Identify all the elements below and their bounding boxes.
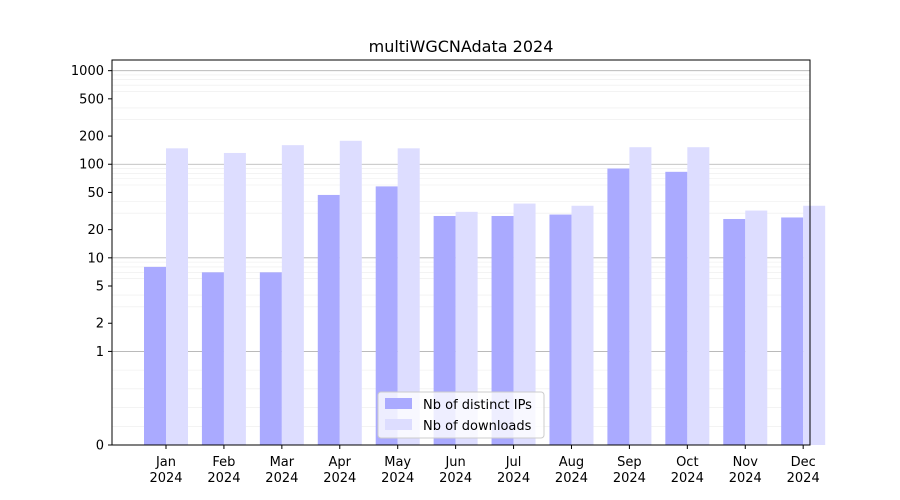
plot-frame — [111, 59, 811, 446]
legend-label: Nb of distinct IPs — [423, 398, 532, 413]
legend-swatch — [385, 419, 412, 430]
legend-label: Nb of downloads — [423, 419, 532, 434]
y-axis: 0 1 2 5 10 20 50 100 200 500 1000 — [71, 64, 112, 454]
x-tick-label-year: 2024 — [671, 471, 704, 486]
bar-distinct-ips — [259, 272, 282, 445]
bar-downloads — [513, 203, 536, 445]
y-tick-label: 100 — [79, 158, 104, 173]
x-tick-label-month: Dec — [791, 455, 816, 470]
bar-downloads — [397, 148, 420, 446]
y-tick-label: 2 — [96, 317, 104, 332]
bar-distinct-ips — [665, 171, 688, 445]
x-tick-label-month: Mar — [270, 455, 295, 470]
y-tick-label: 200 — [79, 130, 104, 145]
x-tick-label-month: Oct — [676, 455, 698, 470]
bar-downloads — [745, 210, 768, 445]
bar-distinct-ips — [144, 266, 166, 445]
bar-downloads — [339, 140, 362, 445]
bar-distinct-ips — [491, 215, 514, 445]
bar-downloads — [687, 147, 710, 445]
bars — [144, 140, 826, 446]
x-tick-label-year: 2024 — [613, 471, 646, 486]
y-tick-label: 0 — [96, 439, 104, 454]
x-tick-label-month: Aug — [559, 455, 584, 470]
legend: Nb of distinct IPs Nb of downloads — [377, 391, 545, 439]
bar-downloads — [281, 145, 304, 445]
bar-downloads — [223, 152, 246, 445]
legend-box — [377, 391, 545, 439]
bar-downloads — [166, 148, 188, 446]
x-tick-label-year: 2024 — [555, 471, 588, 486]
bar-distinct-ips — [723, 218, 746, 445]
x-tick-label-month: Nov — [733, 455, 759, 470]
x-tick-label-year: 2024 — [207, 471, 240, 486]
y-tick-label: 10 — [87, 251, 104, 266]
legend-swatch — [385, 398, 412, 409]
x-tick-label-month: Jun — [444, 455, 465, 470]
x-tick-label-year: 2024 — [265, 471, 298, 486]
bar-distinct-ips — [781, 217, 804, 445]
bar-downloads — [803, 205, 826, 445]
bar-distinct-ips — [433, 215, 456, 445]
x-axis: Jan2024Feb2024Mar2024Apr2024May2024Jun20… — [149, 445, 820, 486]
y-tick-label: 5 — [96, 280, 104, 295]
bar-distinct-ips — [201, 272, 224, 445]
bar-distinct-ips — [549, 214, 572, 445]
bar-downloads — [629, 147, 652, 445]
x-tick-label-year: 2024 — [323, 471, 356, 486]
bar-downloads — [571, 205, 594, 445]
bar-distinct-ips — [375, 186, 398, 445]
x-tick-label-year: 2024 — [149, 471, 182, 486]
y-tick-label: 1 — [96, 345, 104, 360]
y-tick-label: 20 — [87, 223, 104, 238]
x-tick-label-year: 2024 — [439, 471, 472, 486]
x-tick-label-month: Jan — [155, 455, 176, 470]
chart-title: multiWGCNAdata 2024 — [369, 37, 554, 56]
y-tick-label: 50 — [87, 186, 104, 201]
x-tick-label-month: Sep — [617, 455, 642, 470]
x-tick-label-year: 2024 — [787, 471, 820, 486]
y-tick-label: 1000 — [71, 64, 104, 79]
x-tick-label-year: 2024 — [381, 471, 414, 486]
x-tick-label-month: Apr — [329, 455, 352, 470]
bar-distinct-ips — [607, 168, 630, 445]
x-tick-label-year: 2024 — [729, 471, 762, 486]
x-tick-label-year: 2024 — [497, 471, 530, 486]
x-tick-label-month: May — [384, 455, 411, 470]
x-tick-label-month: Feb — [212, 455, 235, 470]
x-tick-label-month: Jul — [505, 455, 522, 470]
y-tick-label: 500 — [79, 92, 104, 107]
bar-downloads — [455, 211, 478, 445]
bar-distinct-ips — [317, 194, 340, 445]
